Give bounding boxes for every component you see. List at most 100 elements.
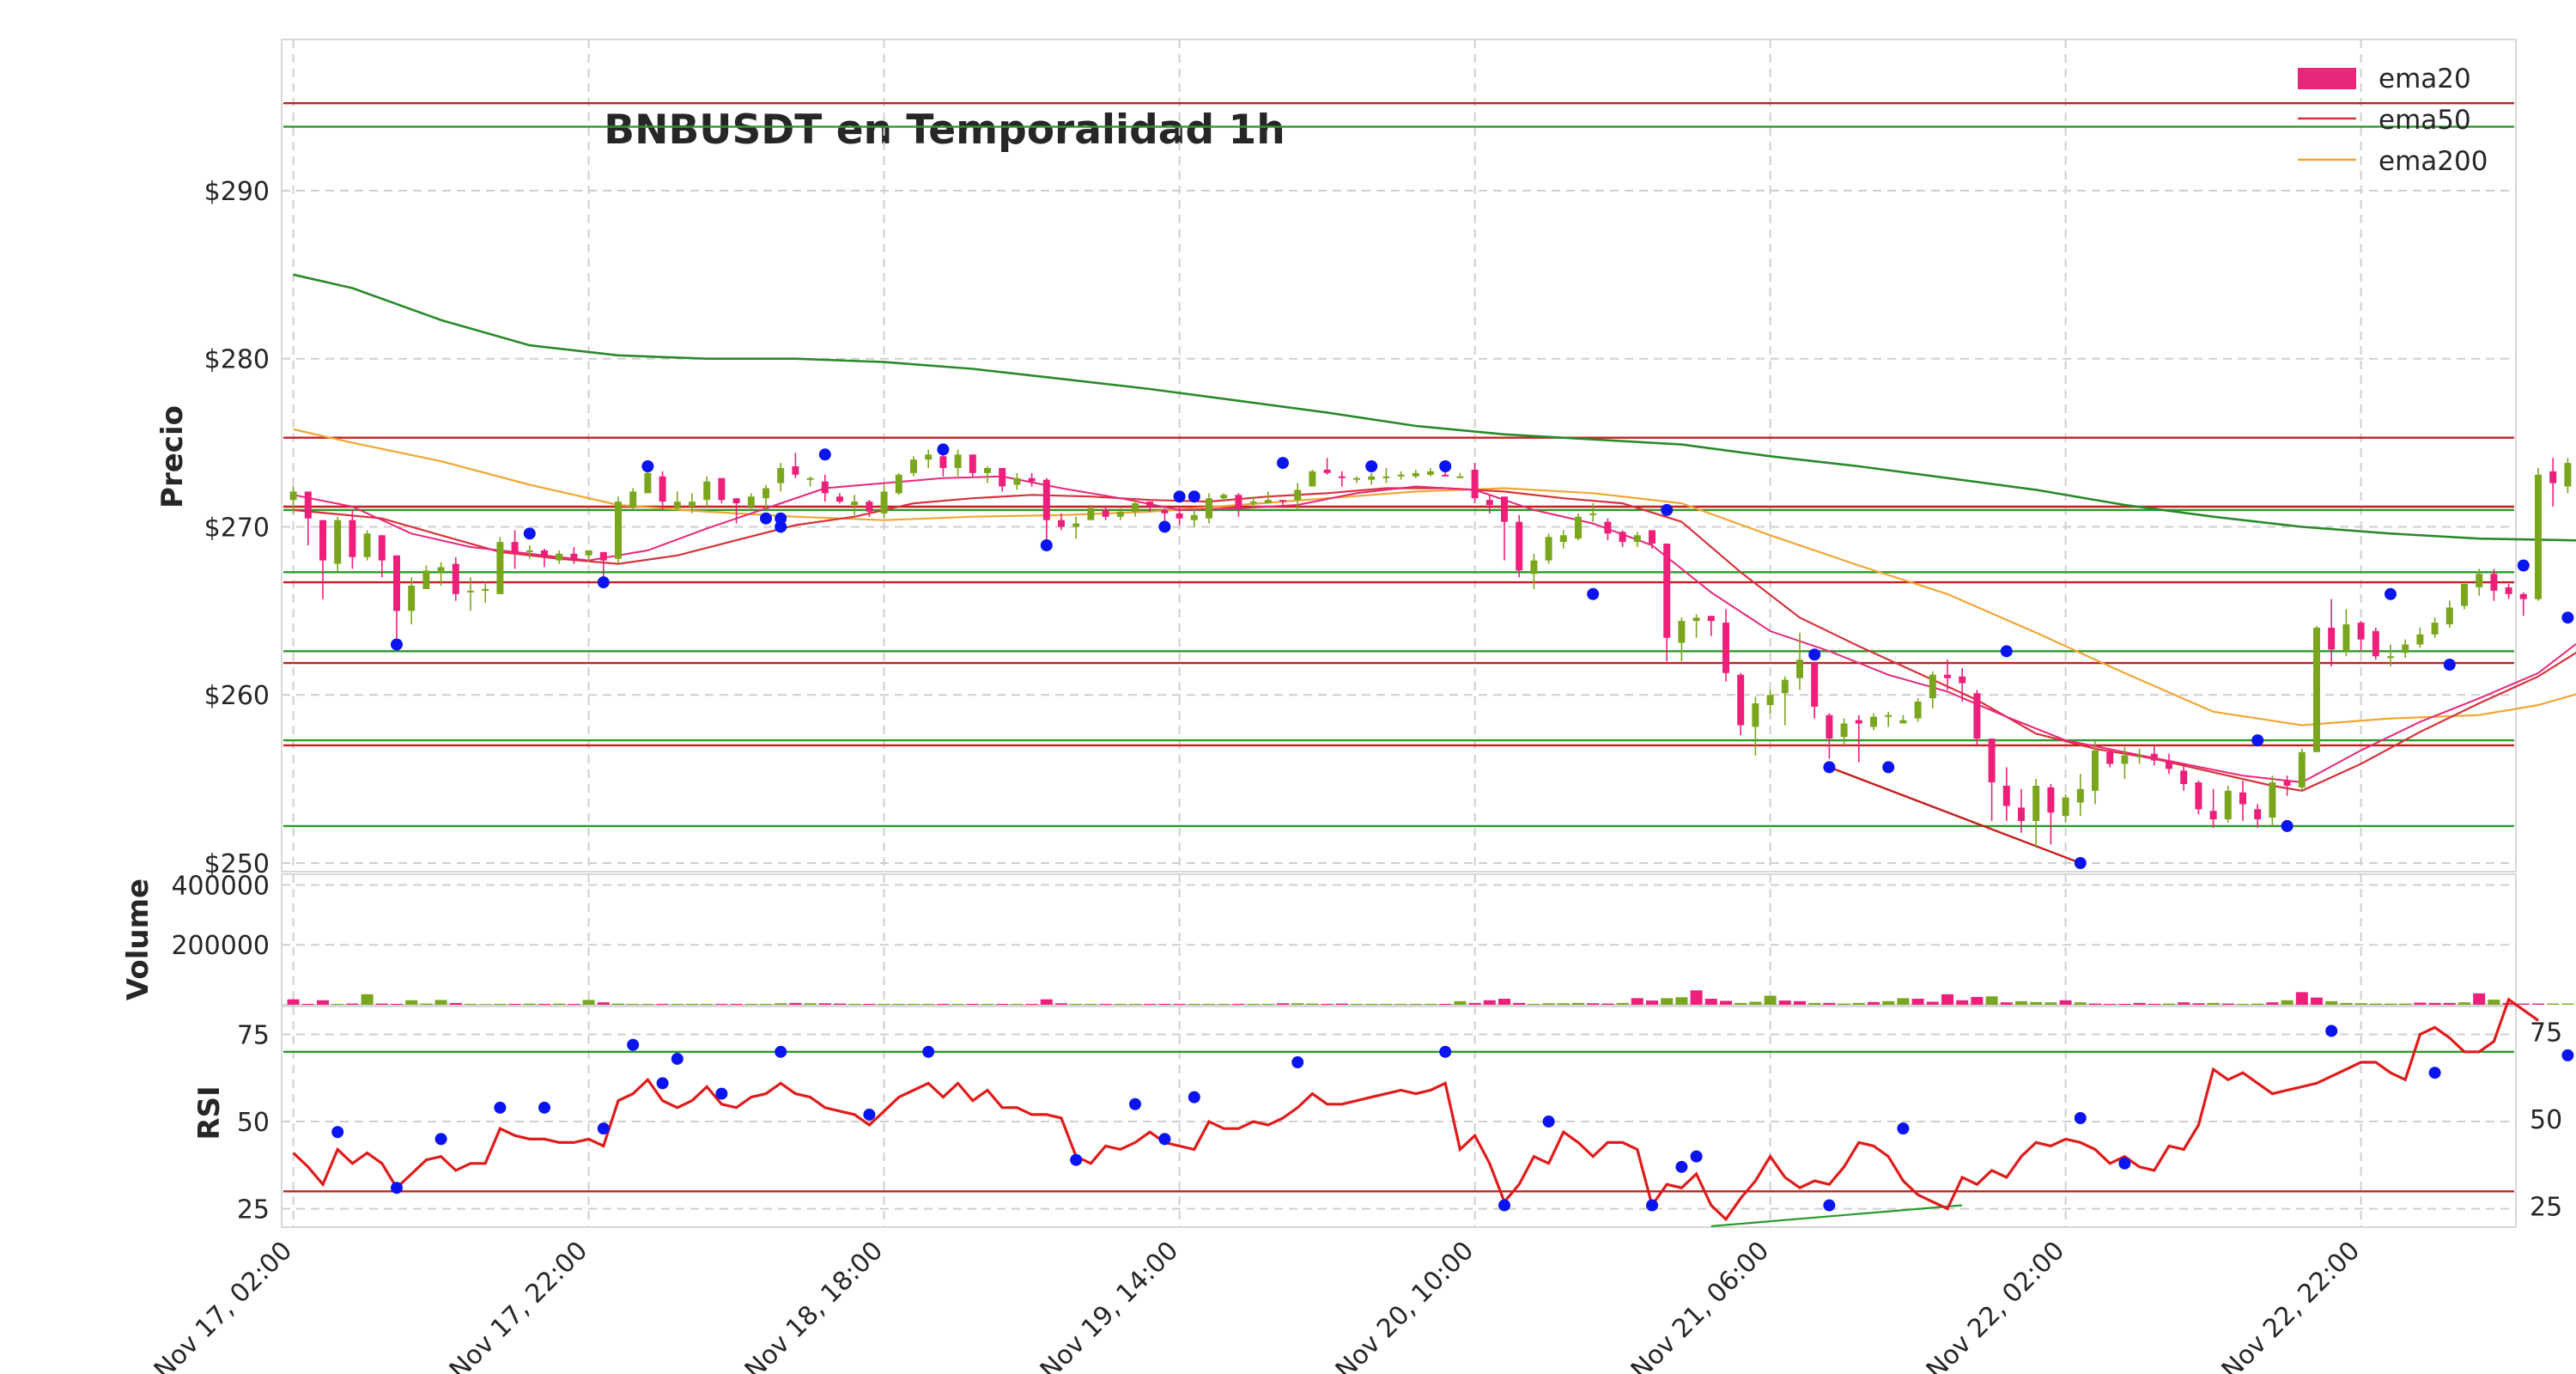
volume-bar <box>2207 1002 2220 1005</box>
volume-bar <box>1261 1003 1274 1005</box>
rsi-pivot-marker <box>1897 1122 1910 1135</box>
candle-body <box>1737 674 1745 726</box>
candle-body <box>2136 755 2143 757</box>
volume-bar <box>818 1003 831 1005</box>
volume-bar <box>2000 1002 2013 1005</box>
volume-bar <box>1232 1003 1245 1005</box>
volume-bar <box>1218 1003 1230 1005</box>
volume-bar <box>2118 1003 2131 1005</box>
volume-bar <box>1823 1002 1836 1005</box>
volume-bar <box>2311 997 2323 1005</box>
candle-body <box>570 553 578 559</box>
candle-body <box>1678 621 1686 643</box>
candle-body <box>2490 574 2498 591</box>
volume-bar <box>331 1003 344 1005</box>
x-tick-label: Nov 17, 22:00 <box>444 1236 594 1374</box>
candle-body <box>969 454 976 473</box>
volume-bar <box>2488 1000 2500 1005</box>
candle-body <box>1249 502 1257 504</box>
pivot-marker <box>2074 857 2087 869</box>
candle-body <box>866 502 873 512</box>
volume-bar <box>1144 1003 1157 1005</box>
candle-body <box>1013 477 1021 485</box>
volume-bar <box>1528 1003 1540 1005</box>
pivot-marker <box>2443 659 2456 672</box>
candle-body <box>1368 476 1376 480</box>
volume-bar <box>449 1002 462 1005</box>
candle-body <box>2269 782 2276 818</box>
pivot-marker <box>1173 490 1186 503</box>
candle-body <box>1811 663 1819 707</box>
volume-bar <box>2385 1003 2397 1005</box>
volume-bar <box>582 1000 595 1005</box>
candle-body <box>1220 495 1228 499</box>
pivot-marker <box>1882 761 1895 774</box>
candle-body <box>1323 469 1331 473</box>
candle-body <box>2195 782 2202 810</box>
rsi-tick-label-right: 75 <box>2530 1018 2562 1049</box>
volume-bar <box>1838 1003 1850 1005</box>
candle-body <box>2180 770 2188 784</box>
candle-body <box>1028 477 1036 482</box>
volume-bar <box>1335 1003 1348 1005</box>
pivot-marker <box>937 443 950 456</box>
volume-tick-label: 200000 <box>171 931 270 961</box>
candle-body <box>2372 630 2379 657</box>
volume-bar <box>346 1003 359 1005</box>
pivot-marker <box>775 520 787 533</box>
volume-bar <box>434 1000 447 1005</box>
candle-body <box>1530 560 1538 575</box>
volume-bar <box>1114 1003 1127 1005</box>
volume-bar <box>1129 1003 1141 1005</box>
pivot-marker <box>1365 460 1378 473</box>
pivot-marker <box>2000 645 2013 658</box>
candle-body <box>910 459 917 473</box>
candle-body <box>1132 503 1139 512</box>
volume-bar <box>1365 1003 1378 1005</box>
candle-body <box>349 520 356 557</box>
candle-body <box>1116 511 1124 517</box>
volume-bar <box>2443 1002 2456 1005</box>
volume-bar <box>951 1003 964 1005</box>
volume-bar <box>597 1002 610 1005</box>
candle-body <box>1102 509 1109 517</box>
volume-bar <box>1439 1003 1452 1005</box>
volume-bar <box>2295 992 2308 1005</box>
volume-bar <box>2325 1000 2338 1005</box>
volume-bar <box>2281 1000 2293 1005</box>
candle-body <box>1456 476 1464 478</box>
candle-body <box>689 502 696 507</box>
candle-body <box>1309 471 1316 487</box>
candle-body <box>2121 755 2129 764</box>
volume-bar <box>1778 1000 1791 1005</box>
rsi-pivot-marker <box>1291 1056 1304 1069</box>
candle-body <box>673 502 681 508</box>
volume-bar <box>2458 1002 2470 1005</box>
rsi-pivot-marker <box>1188 1091 1200 1103</box>
candle-body <box>1752 703 1759 727</box>
candle-body <box>467 590 474 593</box>
candle-body <box>378 535 386 561</box>
volume-bar <box>1158 1003 1171 1005</box>
pivot-marker <box>1040 539 1053 552</box>
price-trend-line <box>1828 766 2081 865</box>
volume-bar <box>1661 998 1674 1005</box>
volume-bar <box>627 1003 640 1005</box>
candle-body <box>1087 508 1095 520</box>
candle-body <box>1944 674 1951 678</box>
candle-body <box>1722 623 1729 673</box>
rsi-pivot-marker <box>2325 1024 2338 1037</box>
candle-body <box>1382 476 1390 478</box>
volume-bar <box>2133 1002 2146 1005</box>
candle-body <box>1338 476 1346 478</box>
volume-panel: 200000 400000 Volume <box>121 871 2574 1006</box>
volume-bar <box>391 1003 403 1005</box>
volume-bar <box>671 1003 683 1005</box>
candle-body <box>1692 617 1700 622</box>
volume-bar <box>744 1003 757 1005</box>
candle-body <box>615 502 622 559</box>
candle-body <box>939 456 947 468</box>
candle-body <box>496 542 504 594</box>
candle-body <box>1649 530 1656 544</box>
volume-axis-label: Volume <box>121 879 155 1000</box>
